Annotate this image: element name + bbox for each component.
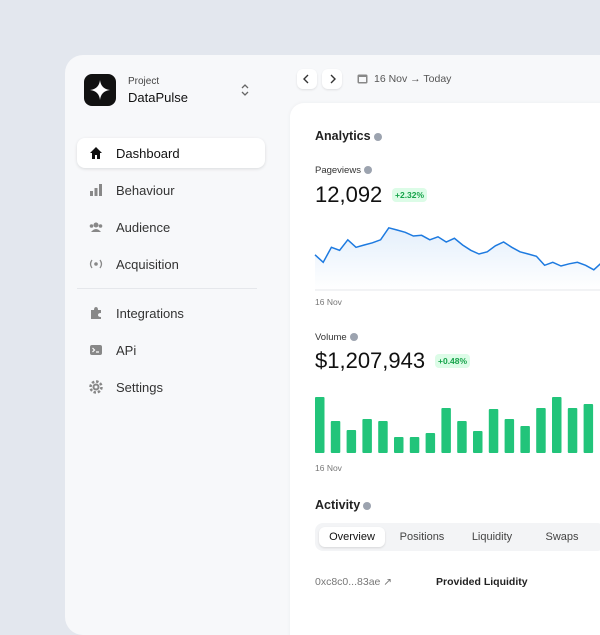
volume-bar (315, 397, 325, 453)
volume-bar (425, 433, 436, 453)
volume-bar (536, 408, 546, 453)
icon (90, 184, 102, 196)
tab[interactable]: Positions (399, 531, 445, 543)
nav-item[interactable]: Settings (77, 372, 265, 402)
project-switch[interactable] (240, 83, 250, 97)
nav-label: Integrations (116, 305, 184, 321)
volume-bar (394, 437, 404, 453)
icon (90, 345, 102, 355)
nav-item[interactable]: Acquisition (77, 249, 265, 279)
nav-item[interactable]: Audience (77, 212, 265, 242)
icon (89, 380, 103, 394)
nav-label: Audience (116, 219, 171, 235)
volume-bar (583, 404, 594, 453)
volume-bar (552, 397, 562, 453)
logo-star (90, 80, 110, 100)
title-text: Activity (315, 498, 361, 512)
label-text: Volume (315, 332, 347, 343)
metric-value: 12,092 (315, 182, 383, 207)
icon (90, 147, 102, 159)
project-name[interactable]: DataPulse (128, 90, 188, 105)
volume-bar (567, 408, 578, 453)
app-window: Project DataPulse Dashboard Behaviour Au… (65, 55, 600, 635)
tx-action: Provided Liquidity (436, 576, 528, 588)
change-badge: +0.48% (435, 354, 471, 368)
charts (314, 226, 600, 453)
volume-bar (441, 408, 451, 453)
nav-label: Acquisition (116, 256, 179, 272)
volume-bar (457, 421, 467, 453)
page: Project DataPulse Dashboard Behaviour Au… (65, 55, 600, 635)
volume-bar (346, 430, 357, 453)
volume-bar (473, 431, 483, 453)
section-title: Activity (315, 498, 372, 512)
tx-hash[interactable]: 0xc8c0...83ae ↗ (315, 576, 393, 588)
back-button[interactable] (297, 69, 317, 89)
nav-item[interactable]: APi (77, 335, 265, 365)
volume-bar (409, 437, 420, 453)
date-range[interactable]: 16 Nov → Today (374, 73, 452, 85)
tab[interactable]: Swaps (545, 531, 579, 543)
nav-item[interactable]: Behaviour (77, 175, 265, 205)
project-logo (84, 74, 116, 106)
tab[interactable]: Overview (319, 527, 385, 547)
volume-bar (362, 419, 372, 453)
forward-button[interactable] (322, 69, 342, 89)
nav-label: APi (116, 342, 137, 358)
metric-label: Pageviews (315, 165, 372, 176)
pageviews-line (314, 226, 600, 271)
volume-bar (378, 421, 388, 453)
nav-item[interactable]: Integrations (77, 298, 265, 328)
nav-label: Dashboard (116, 145, 180, 161)
section-title: Analytics (315, 129, 382, 143)
area (315, 227, 600, 290)
tab[interactable]: Liquidity (471, 531, 513, 543)
nav-label: Behaviour (116, 182, 175, 198)
volume-bar (330, 421, 341, 453)
volume-bar (504, 419, 515, 453)
volume-bar (488, 409, 499, 453)
calendar-icon (357, 74, 368, 84)
metric-label: Volume (315, 332, 358, 343)
x-axis-label: 16 Nov (315, 297, 342, 307)
main-panel: Analytics Pageviews 12,092 +2.32% 16 Nov… (290, 103, 600, 635)
nav-label: Settings (116, 379, 163, 395)
title-text: Analytics (315, 129, 371, 143)
nav-item[interactable]: Dashboard (77, 138, 265, 168)
icon (89, 222, 103, 232)
change-badge: +2.32% (392, 188, 428, 202)
tab-bar: Overview Positions Liquidity Swaps (315, 523, 600, 551)
icon (91, 307, 101, 319)
x-axis-label: 16 Nov (315, 463, 342, 473)
divider (77, 288, 257, 289)
icon (89, 259, 103, 269)
metric-value: $1,207,943 (315, 348, 426, 373)
project-label: Project (128, 76, 160, 87)
label-text: Pageviews (315, 165, 361, 176)
volume-bar (520, 426, 530, 453)
